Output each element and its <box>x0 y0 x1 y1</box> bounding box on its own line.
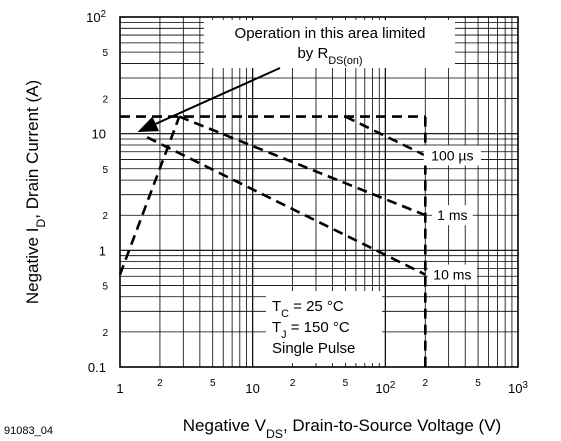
curve-label: 10 ms <box>433 267 471 283</box>
series-line <box>178 115 426 217</box>
y-tick-label: 5 <box>102 281 108 292</box>
limit-note-line1: Operation in this area limited <box>235 25 426 42</box>
y-axis-label: Negative ID, Drain Current (A) <box>23 80 48 304</box>
y-tick-label: 5 <box>102 165 108 176</box>
condition-line: TJ = 150 °C <box>272 319 350 341</box>
limit-arrow <box>137 67 281 133</box>
figure-id: 91083_04 <box>4 425 53 437</box>
x-tick-label: 10 <box>245 381 259 396</box>
limit-note-line2: by RDS(on) <box>297 45 362 67</box>
curve-label-bg <box>427 264 477 285</box>
x-tick-label: 2 <box>422 378 428 389</box>
x-tick-label: 103 <box>508 380 528 397</box>
plot-frame <box>119 16 519 368</box>
x-tick-label: 1 <box>116 381 123 396</box>
curve-label-bg <box>423 145 481 166</box>
curve-label: 100 µs <box>431 147 473 163</box>
limit-note-bg <box>204 20 455 68</box>
y-tick-label: 10 <box>92 127 106 142</box>
annotations: 100 µs 1 ms 10 ms Operation in this area li… <box>137 20 481 363</box>
y-tick-label: 0.1 <box>88 360 106 375</box>
x-tick-label: 102 <box>375 380 395 397</box>
condition-line: TC = 25 °C <box>272 298 344 320</box>
y-tick-label: 2 <box>102 328 108 339</box>
axis-labels: Negative VDS, Drain-to-Source Voltage (V… <box>4 80 501 441</box>
y-tick-label: 102 <box>86 9 106 26</box>
x-tick-label: 5 <box>475 378 481 389</box>
conditions-bg <box>266 291 382 363</box>
series-line <box>146 136 426 276</box>
curve-label: 1 ms <box>437 207 467 223</box>
condition-line: Single Pulse <box>272 340 355 357</box>
x-tick-label: 5 <box>210 378 216 389</box>
y-tick-label: 5 <box>102 48 108 59</box>
y-tick-label: 2 <box>102 211 108 222</box>
x-tick-label: 5 <box>343 378 349 389</box>
x-tick-label: 2 <box>157 378 163 389</box>
x-axis-label: Negative VDS, Drain-to-Source Voltage (V… <box>183 416 501 441</box>
x-tick-labels: 1 2 5 10 2 5 102 2 5 103 <box>116 378 528 396</box>
series-line <box>118 116 181 276</box>
x-tick-label: 2 <box>290 378 296 389</box>
y-tick-label: 2 <box>102 95 108 106</box>
y-tick-label: 1 <box>99 243 106 258</box>
curve-label-bg <box>431 205 473 226</box>
